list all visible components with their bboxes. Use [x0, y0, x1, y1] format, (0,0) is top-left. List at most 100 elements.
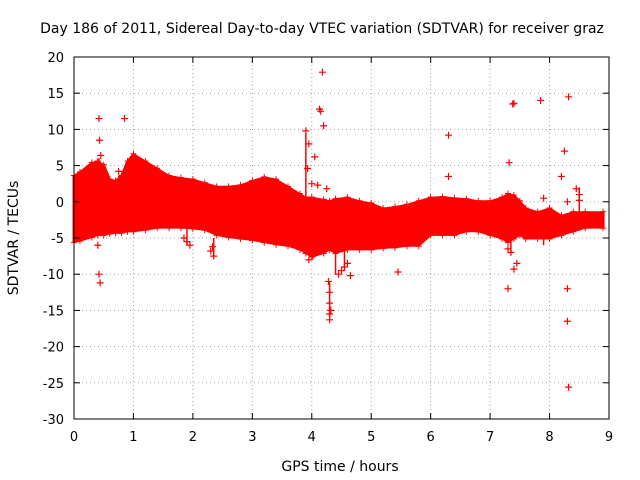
- y-tick-label: -15: [43, 304, 64, 319]
- band-edge-marker: [522, 236, 529, 242]
- data-point: [324, 277, 332, 285]
- y-tick-label: 20: [47, 51, 64, 66]
- band-edge-marker: [332, 195, 339, 202]
- plot-frame: [73, 56, 610, 420]
- band-edge-marker: [380, 245, 387, 252]
- band-edge-marker: [534, 236, 541, 242]
- band-edge-marker: [600, 225, 607, 232]
- data-point: [320, 122, 328, 130]
- band-edge-marker: [368, 199, 375, 206]
- band-edge-marker: [499, 236, 505, 242]
- data-point: [318, 68, 326, 76]
- band-edge-marker: [516, 197, 523, 204]
- band-edge-marker: [189, 176, 196, 183]
- band-edge-marker: [600, 208, 607, 215]
- band-edge-marker: [261, 173, 268, 180]
- band-edge-marker: [106, 176, 113, 183]
- band-edge-marker: [88, 234, 95, 241]
- data-point: [302, 127, 310, 135]
- data-point-band: [72, 153, 605, 258]
- y-tick-label: 15: [47, 87, 64, 102]
- x-tick-label: 9: [605, 430, 613, 445]
- chart-title: Day 186 of 2011, Sidereal Day-to-day VTE…: [40, 21, 604, 37]
- x-axis-title: GPS time / hours: [281, 459, 398, 475]
- band-edge-marker: [213, 232, 220, 239]
- band-edge-marker: [475, 228, 482, 235]
- data-point: [563, 317, 571, 325]
- band-edge-marker: [356, 197, 363, 204]
- data-point: [207, 247, 215, 255]
- band-edge-marker: [285, 183, 291, 190]
- data-point: [96, 279, 104, 287]
- band-edge-marker: [403, 243, 410, 250]
- data-layer: [71, 68, 607, 391]
- data-point: [96, 136, 104, 144]
- band-edge-marker: [106, 230, 113, 237]
- band-edge-marker: [516, 232, 523, 239]
- data-point: [186, 241, 194, 249]
- data-point: [210, 252, 218, 260]
- data-point: [94, 241, 102, 249]
- band-edge-marker: [392, 244, 398, 251]
- y-tick-label: -10: [43, 268, 64, 283]
- band-edge-marker: [368, 246, 375, 253]
- data-point: [311, 153, 319, 161]
- x-tick-label: 1: [129, 430, 137, 445]
- band-edge-marker: [510, 192, 517, 199]
- data-point: [504, 285, 512, 293]
- data-point: [445, 172, 452, 180]
- band-edge-marker: [213, 183, 220, 190]
- band-edge-marker: [112, 177, 119, 184]
- data-point: [346, 272, 354, 280]
- data-point: [563, 285, 571, 293]
- band-edge-marker: [326, 197, 333, 204]
- data-point: [505, 159, 513, 167]
- band-edge-marker: [118, 230, 125, 237]
- data-point: [338, 267, 345, 275]
- band-edge-marker: [100, 232, 107, 239]
- data-point: [560, 147, 568, 155]
- band-edge-marker: [326, 246, 333, 253]
- y-tick-label: -5: [51, 232, 64, 247]
- band-edge-marker: [237, 236, 244, 242]
- data-point: [565, 383, 573, 391]
- band-edge-marker: [427, 194, 434, 201]
- band-edge-marker: [320, 250, 327, 257]
- band-edge-marker: [130, 228, 137, 235]
- band-edge-marker: [392, 203, 398, 210]
- band-edge-marker: [487, 197, 494, 204]
- band-edge-marker: [403, 201, 410, 208]
- band-edge-marker: [308, 194, 315, 201]
- data-point: [504, 245, 512, 253]
- data-point: [445, 131, 452, 139]
- band-edge-marker: [415, 197, 422, 204]
- band-edge-marker: [415, 243, 422, 250]
- y-tick-label: -20: [43, 341, 64, 356]
- band-edge-marker: [302, 250, 309, 257]
- y-tick-label: 10: [47, 123, 64, 138]
- band-edge-marker: [504, 190, 511, 197]
- band-edge-marker: [463, 195, 470, 202]
- band-edge-marker: [201, 179, 208, 186]
- band-edge-marker: [166, 225, 173, 232]
- band-edge-marker: [499, 194, 505, 201]
- band-edge-marker: [94, 232, 101, 239]
- x-tick-label: 2: [189, 430, 197, 445]
- data-point: [308, 180, 316, 188]
- tick-labels: 0 1 2 3 4 5 6 7 8 9 -30 -25 -20 -15 -10 -5 0 5 10 15 20: [43, 51, 613, 445]
- band-edge-marker: [451, 232, 458, 239]
- band-edge-marker: [451, 194, 458, 201]
- data-point: [565, 93, 573, 101]
- data-point: [121, 115, 129, 123]
- band-edge-marker: [201, 227, 208, 234]
- band-edge-marker: [463, 228, 470, 235]
- band-edge-marker: [154, 225, 161, 232]
- band-edge-marker: [582, 225, 589, 232]
- band-edge-marker: [100, 161, 107, 168]
- band-edge-marker: [308, 254, 315, 261]
- band-edge-marker: [166, 172, 173, 179]
- data-point: [209, 243, 217, 251]
- band-edge-marker: [225, 183, 232, 190]
- x-tick-label: 8: [545, 430, 553, 445]
